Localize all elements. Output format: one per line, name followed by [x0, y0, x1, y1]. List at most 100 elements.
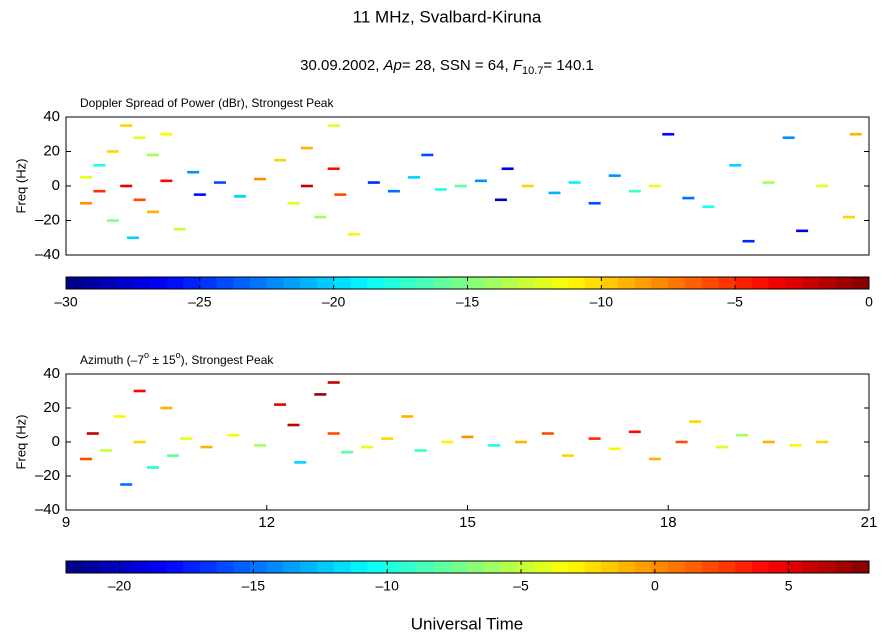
- y-tick-label: –40: [35, 501, 60, 518]
- x-tick-label: 21: [861, 514, 878, 531]
- colorbar-segment: [517, 277, 535, 289]
- x-tick-label: 18: [660, 514, 677, 531]
- panel-title-part: ± 15: [149, 353, 176, 367]
- colorbar-segment: [367, 277, 385, 289]
- colorbar-segment: [768, 561, 786, 573]
- subtitle-part: 30.09.2002,: [300, 57, 383, 74]
- colorbar-tick-label: –15: [456, 294, 480, 310]
- data-dash: [461, 435, 474, 439]
- colorbar-segment: [383, 561, 402, 573]
- colorbar-segment: [350, 277, 368, 289]
- data-dash: [742, 239, 755, 243]
- data-dash: [314, 215, 327, 219]
- colorbar-segment: [651, 561, 669, 573]
- data-dash: [146, 466, 159, 469]
- colorbar-segment: [450, 561, 468, 573]
- x-tick-label: 12: [258, 514, 275, 531]
- data-dash: [521, 184, 534, 188]
- colorbar-segment: [802, 561, 820, 573]
- data-dash: [628, 189, 641, 193]
- colorbar-segment: [417, 277, 435, 289]
- colorbar-segment: [852, 277, 870, 289]
- figure-subtitle: 30.09.2002, Ap= 28, SSN = 64, F10.7= 140…: [300, 57, 594, 77]
- data-dash: [334, 193, 347, 196]
- colorbar-segment: [500, 277, 519, 289]
- colorbar-tick-label: –20: [108, 578, 132, 594]
- colorbar-segment: [183, 561, 201, 573]
- colorbar-segment: [400, 277, 418, 289]
- data-dash: [287, 423, 300, 427]
- colorbar-segment: [484, 277, 502, 289]
- data-dash: [782, 136, 795, 139]
- x-axis-label: Universal Time: [411, 614, 523, 633]
- colorbar-segment: [166, 277, 184, 289]
- colorbar-segment: [618, 277, 636, 289]
- colorbar-segment: [584, 561, 602, 573]
- data-dash: [173, 227, 186, 231]
- colorbar-segment: [333, 561, 351, 573]
- colorbar-segment: [852, 561, 870, 573]
- data-dash: [842, 215, 855, 219]
- data-dash: [274, 158, 287, 162]
- data-dash: [816, 184, 829, 188]
- colorbar-segment: [701, 277, 719, 289]
- data-dash: [401, 415, 414, 418]
- colorbar-segment: [199, 277, 218, 289]
- data-dash: [193, 193, 206, 196]
- data-dash: [113, 415, 126, 418]
- data-dash: [133, 198, 146, 202]
- data-dash: [227, 433, 240, 437]
- colorbar-segment: [283, 277, 301, 289]
- data-dash: [106, 219, 119, 222]
- y-axis-label: Freq (Hz): [13, 159, 28, 214]
- data-dash: [146, 210, 159, 214]
- colorbar-segment: [250, 561, 268, 573]
- axes-box: [65, 373, 870, 511]
- data-dash: [548, 191, 561, 195]
- y-axis-label: Freq (Hz): [13, 415, 28, 470]
- colorbar-segment: [116, 561, 134, 573]
- colorbar-segment: [250, 277, 268, 289]
- data-dash: [160, 406, 173, 410]
- data-dash: [200, 445, 213, 449]
- data-dash: [407, 176, 420, 179]
- colorbar-segment: [467, 561, 485, 573]
- colorbar-segment: [601, 561, 619, 573]
- data-dash: [434, 188, 447, 191]
- data-dash: [120, 184, 133, 188]
- colorbar-segment: [835, 561, 853, 573]
- colorbar-segment: [66, 277, 84, 289]
- data-dash: [735, 433, 748, 437]
- colorbar-segment: [551, 561, 569, 573]
- panel-title: Azimuth (–7o ± 15o), Strongest Peak: [80, 350, 274, 367]
- colorbar-segment: [66, 561, 84, 573]
- colorbar-tick-label: –20: [322, 294, 346, 310]
- data-dash: [662, 132, 675, 136]
- data-dash: [314, 393, 327, 396]
- subtitle-part: 10.7: [522, 65, 543, 77]
- colorbar-segment: [567, 277, 586, 289]
- colorbar-segment: [116, 277, 134, 289]
- colorbar-segment: [601, 277, 619, 289]
- colorbar-segment: [266, 561, 284, 573]
- data-dash: [233, 195, 246, 198]
- data-dash: [762, 181, 775, 184]
- colorbar-segment: [350, 561, 368, 573]
- y-tick-label: 40: [43, 365, 60, 382]
- colorbar-segment: [266, 277, 284, 289]
- colorbar-segment: [668, 277, 686, 289]
- colorbar-segment: [785, 277, 803, 289]
- colorbar-segment: [651, 277, 669, 289]
- data-dash: [80, 176, 93, 179]
- colorbar-segment: [333, 277, 351, 289]
- y-tick-label: 20: [43, 399, 60, 416]
- colorbar-segment: [183, 277, 201, 289]
- data-dash: [120, 124, 133, 127]
- colorbar-tick-label: –10: [376, 578, 400, 594]
- colorbar-tick-label: –25: [188, 294, 212, 310]
- x-tick-label: 9: [62, 514, 70, 531]
- colorbar-segment: [718, 561, 736, 573]
- data-dash: [133, 389, 146, 393]
- data-dash: [327, 167, 340, 171]
